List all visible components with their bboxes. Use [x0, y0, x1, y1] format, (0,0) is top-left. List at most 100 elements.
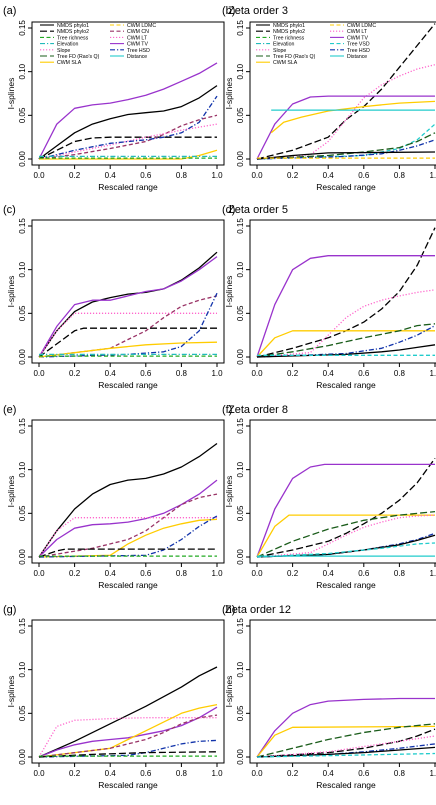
x-tick-label: 0.4: [105, 569, 117, 578]
series-tree-hsd: [256, 743, 436, 758]
y-tick-label: 0.15: [236, 618, 245, 634]
legend-label: NMDS phylo2: [57, 29, 89, 35]
y-axis-label: I-splines: [6, 276, 16, 308]
plot-frame: [31, 219, 225, 364]
y-tick-label: 0.10: [18, 63, 27, 79]
panel-b: 0.00 0.05 0.10 0.15 0.0 0.2 0.4 0.6 0.8 1.0 Rescal…: [224, 20, 436, 192]
panel-f: 0.00 0.05 0.10 0.15 0.0 0.2 0.4 0.6 0.8 1.0 Rescal…: [224, 418, 436, 590]
y-axis-label: I-splines: [224, 676, 234, 708]
y-tick-label: 0.15: [18, 418, 27, 434]
series-tree-hsd: [38, 515, 218, 558]
series-nmds-phylo2: [256, 728, 436, 758]
legend-label: Tree VSD: [347, 42, 370, 48]
series-slope: [38, 717, 217, 758]
legend-label: CWM SLA: [273, 60, 298, 66]
x-tick-label: 0.6: [358, 569, 370, 578]
x-tick-label: 0.8: [176, 369, 188, 378]
panel-label-c: (c): [3, 204, 16, 216]
series-cwm-sla: [270, 100, 436, 134]
x-tick-label: 0.6: [358, 171, 370, 180]
series-cwm-lt: [256, 64, 436, 160]
x-tick-label: 0.8: [394, 369, 406, 378]
y-axis-label: I-splines: [6, 476, 16, 508]
row-title: Zeta order 5: [228, 204, 288, 216]
series-tree-vsd: [256, 123, 436, 160]
panel-d: 0.00 0.05 0.10 0.15 0.0 0.2 0.4 0.6 0.8 1.0 Rescal…: [224, 218, 436, 390]
y-axis-label: I-splines: [224, 276, 234, 308]
legend-label: Slope: [57, 48, 70, 54]
series-cwm-sla: [256, 514, 435, 558]
y-tick-label: 0.10: [18, 461, 27, 477]
legend-label: CWM LDMC: [347, 23, 376, 29]
legend-label: CWM SLA: [57, 60, 82, 66]
series-slope: [38, 123, 218, 160]
row-title: Zeta order 12: [225, 604, 291, 616]
x-tick-label: 0.4: [323, 171, 335, 180]
series-cwm-cn: [38, 295, 218, 358]
plot-frame: [249, 419, 436, 564]
plot-frame: [249, 219, 436, 364]
series-nmds-phylo1: [256, 746, 436, 758]
plot-frame: [249, 21, 436, 166]
x-tick-label: 0.4: [105, 171, 117, 180]
series-cwm-tv: [256, 255, 435, 358]
series-cwm-tv: [256, 463, 435, 558]
y-tick-label: 0.05: [236, 705, 245, 721]
x-tick-label: 0.4: [323, 769, 335, 778]
series-tree-vsd: [256, 542, 436, 558]
series-nmds-phylo1: [38, 442, 218, 558]
panel-label-g: (g): [3, 604, 16, 616]
x-axis-label: Rescaled range: [98, 182, 158, 192]
series-nmds-phylo2: [38, 548, 217, 558]
x-tick-label: 0.2: [69, 769, 81, 778]
x-axis-label: Rescaled range: [98, 580, 158, 590]
x-tick-label: 0.8: [176, 569, 188, 578]
legend-label: Distance: [347, 54, 367, 60]
panel-label-d: (d): [222, 204, 235, 216]
series-cwm-tv: [38, 62, 218, 160]
series-cwm-tv: [256, 697, 435, 758]
series-tree-fd-rao-s-q: [256, 510, 436, 558]
x-tick-label: 0.6: [140, 369, 152, 378]
x-axis-label: Rescaled range: [316, 380, 376, 390]
series-cwm-sla: [256, 330, 435, 358]
x-tick-label: 0.8: [394, 769, 406, 778]
y-tick-label: 0.00: [18, 349, 27, 365]
y-tick-label: 0.10: [236, 461, 245, 477]
x-axis-label: Rescaled range: [316, 182, 376, 192]
x-tick-label: 0.2: [287, 171, 299, 180]
x-tick-label: 0.8: [394, 569, 406, 578]
y-tick-label: 0.15: [236, 218, 245, 234]
y-tick-label: 0.05: [236, 505, 245, 521]
y-tick-label: 0.15: [236, 20, 245, 36]
series-tree-fd-rao-s-q: [256, 132, 436, 160]
y-tick-label: 0.00: [236, 549, 245, 565]
x-axis-label: Rescaled range: [98, 780, 158, 790]
series-tree-hsd: [38, 95, 218, 160]
legend-label: Slope: [273, 48, 286, 54]
y-tick-label: 0.15: [236, 418, 245, 434]
series-cwm-tv: [38, 706, 218, 758]
series-nmds-phylo1: [256, 534, 436, 558]
legend-label: NMDS phylo1: [273, 23, 305, 29]
x-tick-label: 0.8: [176, 769, 188, 778]
x-tick-label: 1.0: [429, 171, 436, 180]
series-cwm-sla: [38, 341, 218, 358]
y-tick-label: 0.00: [236, 349, 245, 365]
series-cwm-sla: [256, 725, 436, 758]
legend-label: Tree richness: [57, 35, 89, 41]
series-cwm-tv: [38, 479, 218, 558]
series-cwm-lt: [256, 514, 436, 558]
y-tick-label: 0.00: [236, 749, 245, 765]
y-tick-label: 0.00: [236, 151, 245, 167]
panel-a: 0.00 0.05 0.10 0.15 0.0 0.2 0.4 0.6 0.8 1.0 Rescal…: [6, 20, 225, 192]
panel-c: 0.00 0.05 0.10 0.15 0.0 0.2 0.4 0.6 0.8 1.0 Rescal…: [6, 218, 225, 390]
series-slope: [38, 312, 217, 358]
series-nmds-phylo1: [38, 85, 218, 160]
series-nmds-phylo2: [38, 136, 217, 160]
series-cwm-tv: [256, 95, 435, 160]
series-tree-hsd: [256, 325, 436, 358]
